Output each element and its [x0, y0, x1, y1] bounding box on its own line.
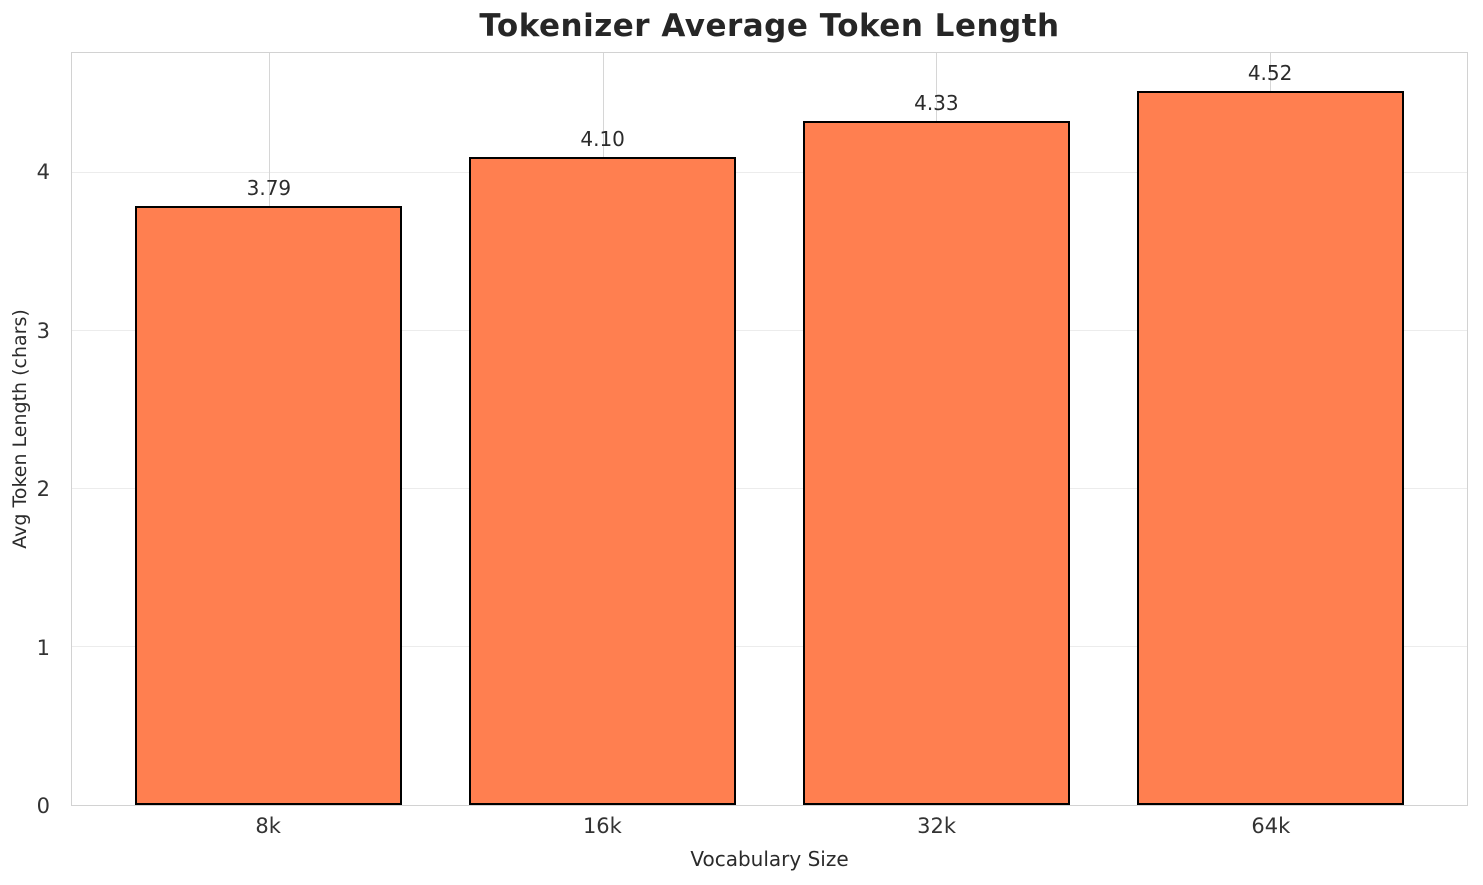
h-gridline-2	[72, 488, 1467, 490]
h-gridline-1	[72, 646, 1467, 648]
h-gridline-3	[72, 330, 1467, 332]
bar-value-label-16k: 4.10	[580, 127, 625, 152]
x-tick-label-64k: 64k	[1251, 814, 1291, 838]
x-tick-label-32k: 32k	[917, 814, 957, 838]
bar-value-label-64k: 4.52	[1247, 60, 1293, 85]
bar-8k	[135, 206, 403, 805]
x-axis-label: Vocabulary Size	[690, 847, 849, 871]
y-tick-label-2: 2	[36, 477, 50, 502]
plot-area: 3.79 4.10 4.33 4.52	[71, 52, 1468, 806]
bar-16k	[469, 157, 737, 805]
x-tick-label-8k: 8k	[255, 814, 281, 838]
bar-32k	[802, 120, 1070, 805]
h-gridline-4	[72, 172, 1467, 174]
bar-64k	[1136, 90, 1404, 805]
bar-value-label-8k: 3.79	[246, 176, 292, 201]
y-tick-label-4: 4	[36, 160, 50, 185]
y-tick-label-1: 1	[36, 635, 50, 660]
y-tick-label-3: 3	[36, 318, 50, 343]
bar-value-label-32k: 4.33	[914, 90, 959, 115]
x-tick-label-16k: 16k	[582, 814, 622, 838]
x-axis-ticks: 8k 16k 32k 64k	[71, 814, 1468, 842]
y-tick-label-0: 0	[36, 794, 50, 818]
chart-title: Tokenizer Average Token Length	[479, 8, 1060, 44]
y-axis-ticks: 0 1 2 3 4	[0, 52, 58, 818]
